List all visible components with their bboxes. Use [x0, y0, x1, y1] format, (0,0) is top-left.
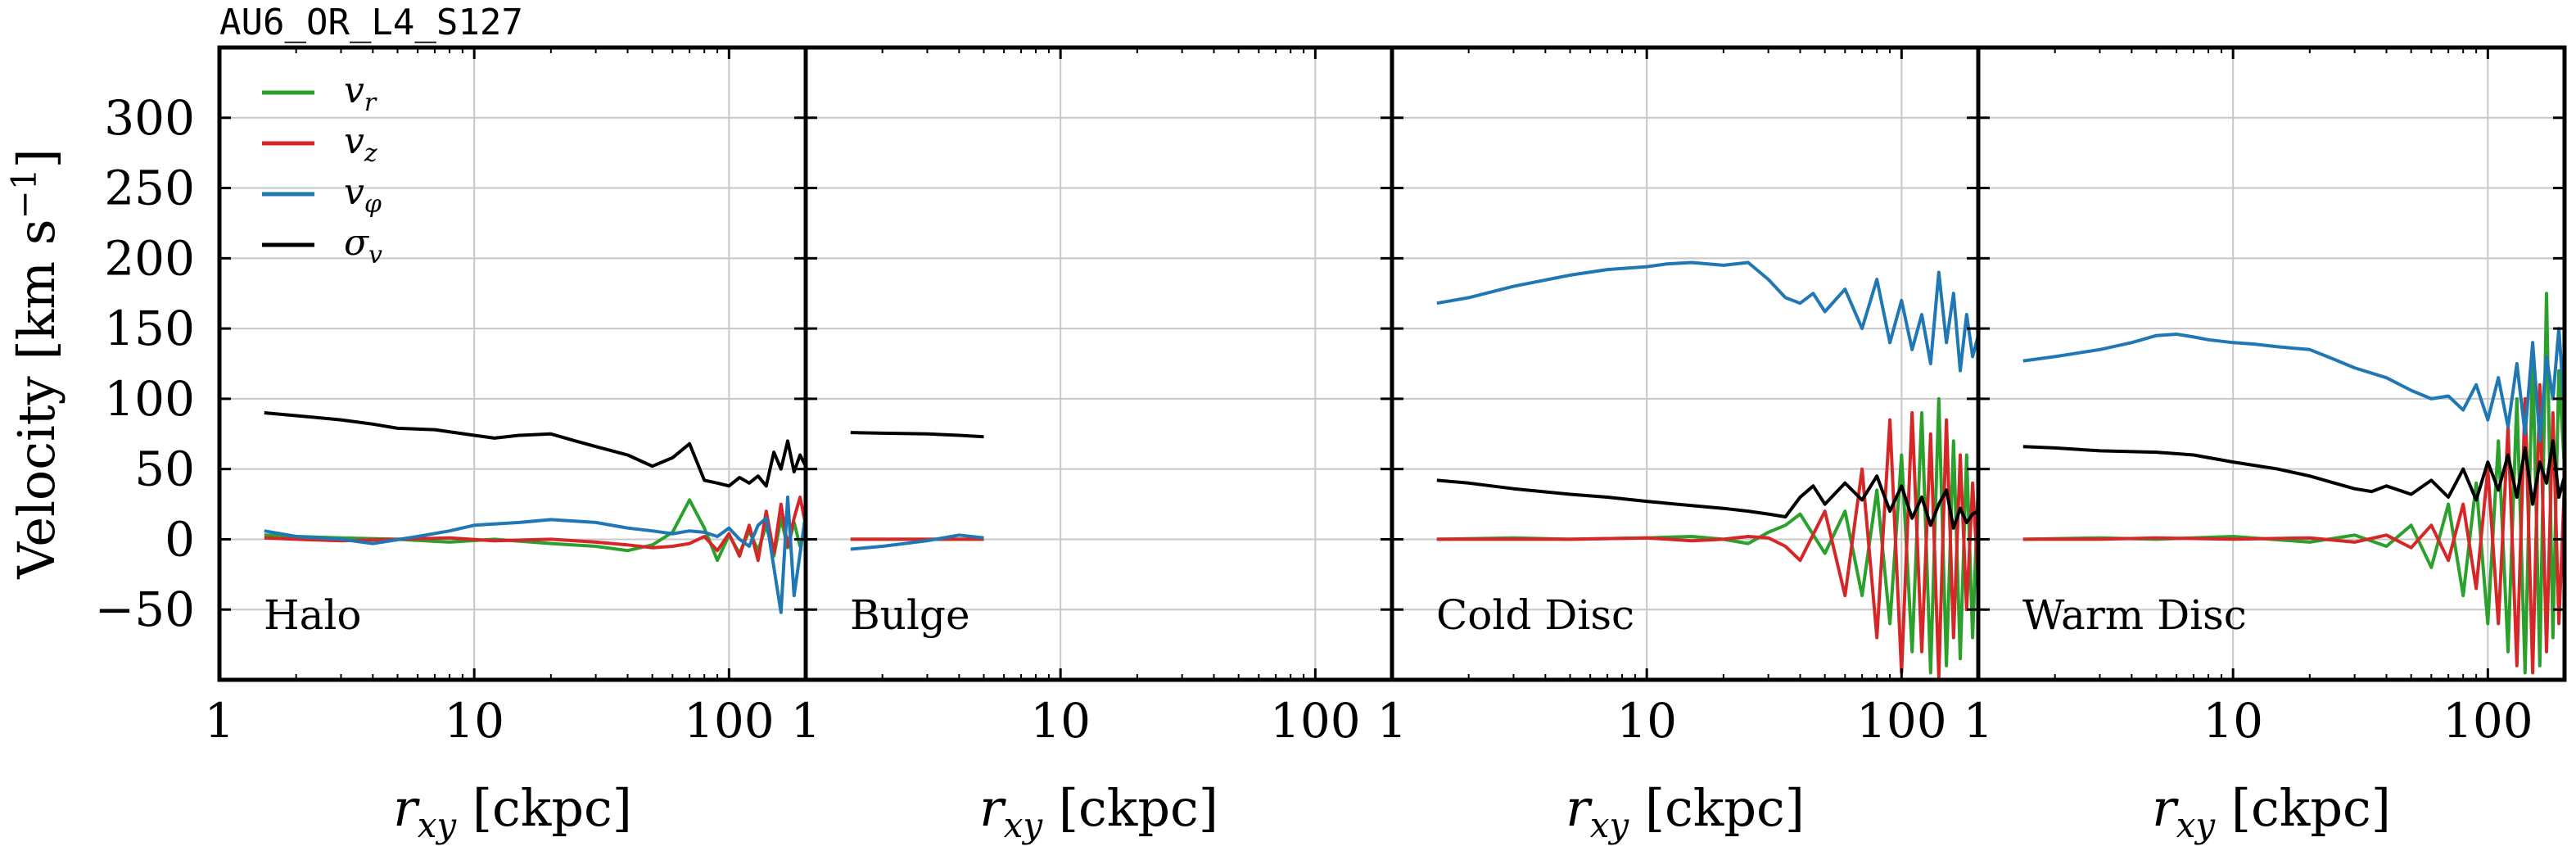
series-line-sigma_v [850, 431, 984, 439]
figure-title: AU6_OR_L4_S127 [219, 2, 523, 43]
panel-label: Halo [264, 591, 362, 639]
panel-frame [1390, 45, 1981, 682]
series-layer [264, 260, 2565, 679]
x-axis-label: rxy [ckpc] [2152, 778, 2391, 845]
series-line-v_phi [1436, 260, 1978, 373]
panel-series-group [1436, 260, 1978, 679]
series-line-v_r [264, 498, 806, 563]
x-tick-label: 100 [1856, 693, 1947, 749]
y-tick-label: 300 [104, 90, 195, 146]
panel-series-group [264, 411, 806, 614]
x-axis-label: rxy [ckpc] [393, 778, 632, 845]
panel-label: Bulge [850, 591, 970, 639]
x-tick-label: 1 [1377, 693, 1408, 749]
x-tick-label: 10 [1616, 693, 1677, 749]
series-line-v_r [2022, 292, 2565, 675]
y-tick-label: 50 [134, 441, 195, 497]
x-tick-label: 10 [1030, 693, 1091, 749]
x-axis-label: rxy [ckpc] [979, 778, 1218, 845]
y-tick-label: 100 [104, 371, 195, 427]
panel-series-group [2022, 292, 2565, 675]
series-line-sigma_v [1436, 474, 1978, 530]
series-line-v_phi [850, 533, 984, 551]
legend-label: vφ [344, 171, 382, 219]
legend-label: vz [344, 120, 377, 168]
series-line-v_z [1436, 411, 1978, 679]
series-line-sigma_v [264, 411, 806, 488]
series-line-v_phi [264, 496, 806, 614]
panel-label: Warm Disc [2022, 591, 2247, 639]
x-tick-label: 100 [1270, 693, 1361, 749]
x-tick-label: 1 [205, 693, 235, 749]
panel-frame [1976, 45, 2567, 682]
panel-series-group [850, 431, 984, 551]
y-axis-label: Velocity [km s−1] [4, 148, 66, 579]
series-line-v_phi [2022, 327, 2565, 443]
series-line-v_z [264, 496, 806, 563]
x-tick-label: 10 [444, 693, 504, 749]
x-tick-label: 100 [2443, 693, 2533, 749]
x-tick-label: 100 [684, 693, 775, 749]
x-tick-label: 1 [791, 693, 821, 749]
x-tick-label: 10 [2203, 693, 2263, 749]
y-tick-label: 150 [104, 301, 195, 356]
y-tick-label: −50 [95, 582, 195, 637]
panel-label: Cold Disc [1436, 591, 1634, 639]
y-tick-label: 200 [104, 230, 195, 286]
panel-frame [803, 45, 1394, 682]
x-axis-label: rxy [ckpc] [1566, 778, 1805, 845]
y-tick-label: 0 [165, 511, 195, 567]
x-tick-label: 1 [1964, 693, 1994, 749]
legend-label: σv [344, 222, 382, 269]
y-tick-label: 250 [104, 161, 195, 216]
grid-layer [219, 48, 2565, 680]
series-line-sigma_v [2022, 439, 2565, 506]
frame-layer [217, 45, 2567, 682]
legend-label: vr [344, 70, 377, 117]
